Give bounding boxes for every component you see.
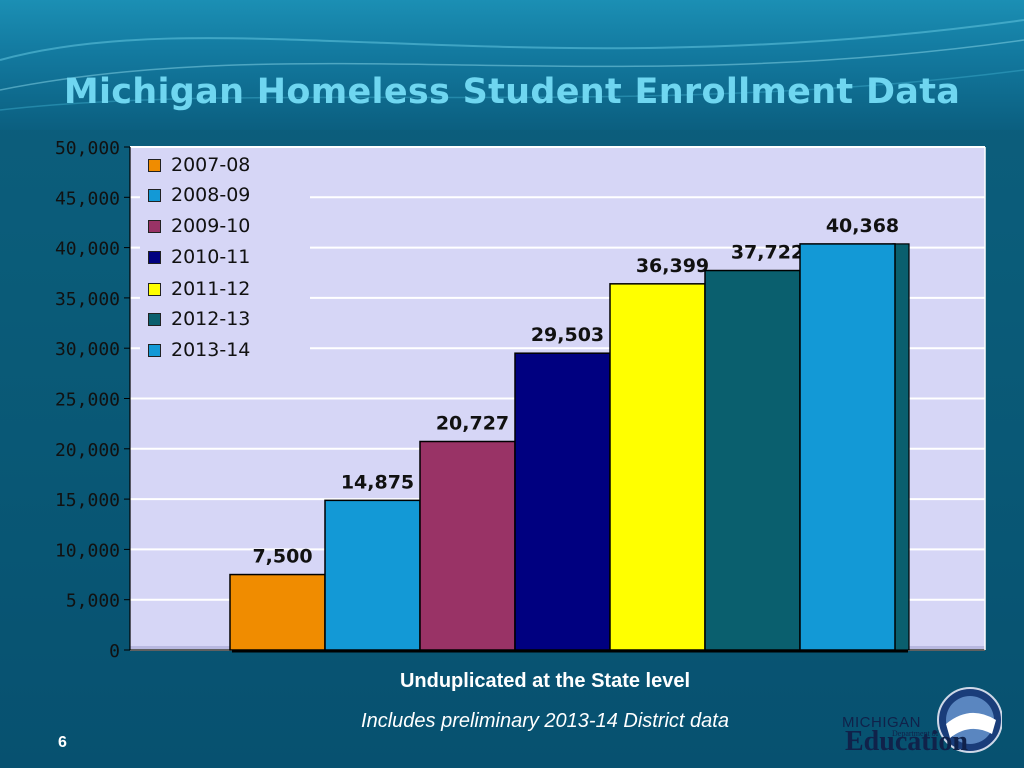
legend-swatch [148, 158, 161, 172]
y-tick-label: 10,000 [55, 540, 120, 561]
legend-swatch [148, 219, 161, 233]
legend-label: 2012-13 [171, 308, 251, 330]
data-label: 36,399 [636, 255, 709, 277]
bar-2011-12 [609, 283, 706, 651]
y-tick-label: 0 [109, 641, 120, 662]
bar-2007-08 [229, 573, 326, 651]
y-tick-label: 35,000 [55, 289, 120, 310]
data-label: 29,503 [531, 324, 604, 346]
legend-label: 2010-11 [171, 246, 251, 268]
legend-item: 2009-10 [148, 211, 250, 241]
chart-subtitle: Unduplicated at the State level [399, 670, 691, 692]
bar-2010-11 [514, 352, 611, 651]
legend-item: 2010-11 [148, 242, 250, 272]
legend-item: 2008-09 [148, 180, 250, 210]
y-tick-label: 40,000 [55, 239, 120, 260]
bar-2013-14 [799, 243, 896, 651]
legend-label: 2011-12 [171, 278, 251, 300]
bar-2012-13 [704, 269, 801, 651]
wave-decoration [0, 19, 1024, 111]
bar-2009-10 [419, 440, 516, 651]
legend-swatch [148, 188, 161, 202]
legend-item: 2013-14 [148, 335, 250, 365]
legend-label: 2007-08 [171, 154, 251, 176]
legend-swatch [148, 312, 161, 326]
y-tick-label: 5,000 [66, 591, 120, 612]
legend-swatch [148, 250, 161, 264]
legend-swatch [148, 282, 161, 296]
legend-item: 2007-08 [148, 150, 250, 180]
data-label: 7,500 [252, 546, 312, 568]
legend-label: 2008-09 [171, 184, 251, 206]
legend-label: 2013-14 [171, 339, 251, 361]
logo-emblem-icon [937, 687, 1002, 753]
page-number: 6 [58, 734, 67, 751]
legend-label: 2009-10 [171, 215, 251, 237]
slide-title: Michigan Homeless Student Enrollment Dat… [63, 72, 961, 112]
data-note: Includes preliminary 2013-14 District da… [361, 710, 729, 732]
legend-item: 2011-12 [148, 274, 250, 304]
y-tick-label: 50,000 [55, 138, 120, 159]
y-tick-label: 15,000 [55, 490, 120, 511]
title-band [0, 0, 1024, 130]
logo-line2: Department of [892, 729, 939, 738]
y-tick-label: 25,000 [55, 390, 120, 411]
education-logo: MICHIGAN Education Department of [842, 684, 1002, 760]
y-tick-label: 30,000 [55, 339, 120, 360]
data-label: 20,727 [436, 412, 509, 434]
logo-line3: Education [845, 726, 968, 757]
bar-2008-09 [324, 499, 421, 651]
y-tick-label: 45,000 [55, 188, 120, 209]
data-label: 40,368 [826, 215, 899, 237]
data-label: 37,722 [731, 242, 804, 264]
legend [140, 148, 310, 370]
logo-line1: MICHIGAN [842, 714, 921, 731]
data-label: 14,875 [341, 471, 414, 493]
y-tick-label: 20,000 [55, 440, 120, 461]
legend-item: 2012-13 [148, 304, 250, 334]
legend-swatch [148, 343, 161, 357]
